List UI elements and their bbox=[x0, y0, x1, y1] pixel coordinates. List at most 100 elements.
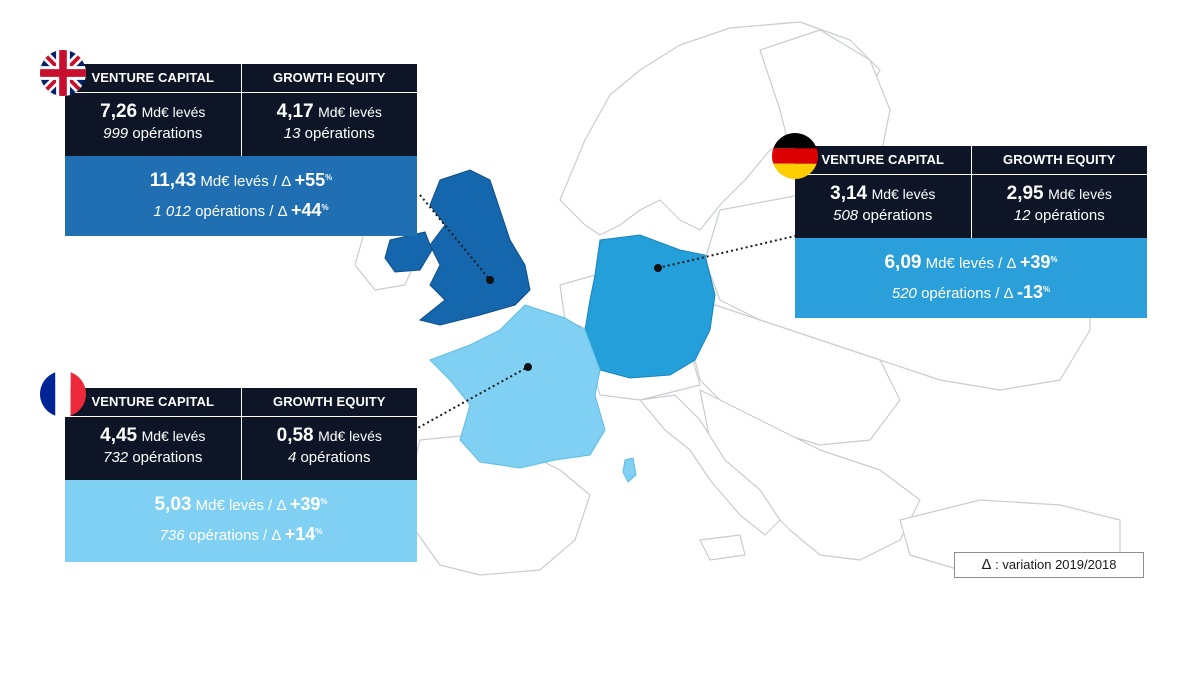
uk-ge-header: GROWTH EQUITY bbox=[241, 64, 417, 93]
fr-detail-block: VENTURE CAPITAL 4,45 Md€ levés 732 opéra… bbox=[65, 388, 417, 480]
delta-symbol: Δ bbox=[981, 556, 992, 573]
fr-ops-delta: +14 bbox=[284, 524, 316, 544]
uk-ops-delta: +44 bbox=[290, 200, 322, 220]
fr-ge-value: 0,58 bbox=[276, 425, 314, 446]
de-total-delta-unit: % bbox=[1050, 255, 1058, 264]
fr-ops-line: 736 opérations / Δ +14% bbox=[65, 516, 417, 545]
corsica-shape bbox=[622, 457, 637, 483]
uk-ge-value: 4,17 bbox=[276, 101, 314, 122]
ireland-shape bbox=[384, 231, 433, 273]
de-ge-ops-count: 12 bbox=[1013, 207, 1031, 224]
de-vc-value: 3,14 bbox=[830, 183, 868, 204]
variation-legend: Δ : variation 2019/2018 bbox=[954, 552, 1144, 578]
fr-vc-column: VENTURE CAPITAL 4,45 Md€ levés 732 opéra… bbox=[65, 388, 241, 480]
germany-flag-icon bbox=[772, 133, 818, 179]
uk-ops-delta-unit: % bbox=[321, 203, 329, 212]
de-vc-ops-unit: opérations bbox=[862, 207, 933, 224]
de-vc-ops-count: 508 bbox=[833, 207, 859, 224]
uk-vc-column: VENTURE CAPITAL 7,26 Md€ levés 999 opéra… bbox=[65, 64, 241, 156]
germany-shape bbox=[584, 234, 716, 379]
fr-ge-column: GROWTH EQUITY 0,58 Md€ levés 4 opération… bbox=[240, 388, 418, 480]
fr-vc-value-line: 4,45 Md€ levés bbox=[65, 417, 241, 448]
uk-ge-column: GROWTH EQUITY 4,17 Md€ levés 13 opératio… bbox=[240, 64, 418, 156]
de-ops-delta: -13 bbox=[1016, 282, 1043, 302]
uk-total-value: 11,43 bbox=[149, 170, 197, 191]
uk-vc-ops-unit: opérations bbox=[132, 125, 203, 142]
uk-vc-ops-count: 999 bbox=[103, 125, 129, 142]
de-total-block: 6,09 Md€ levés / Δ +39% 520 opérations /… bbox=[795, 238, 1147, 318]
de-marker bbox=[654, 264, 662, 272]
uk-total-line: 11,43 Md€ levés / Δ +55% bbox=[65, 156, 417, 192]
de-total-value: 6,09 bbox=[884, 252, 922, 273]
legend-text: : variation 2019/2018 bbox=[991, 557, 1117, 572]
uk-vc-value: 7,26 bbox=[100, 101, 138, 122]
de-vc-ops-line: 508 opérations bbox=[795, 206, 971, 226]
fr-vc-ops-unit: opérations bbox=[132, 449, 203, 466]
uk-vc-ops-line: 999 opérations bbox=[65, 124, 241, 144]
uk-ge-unit: Md€ levés bbox=[318, 104, 382, 120]
uk-ge-ops-line: 13 opérations bbox=[242, 124, 418, 144]
italy-region bbox=[639, 394, 781, 536]
fr-total-block: 5,03 Md€ levés / Δ +39% 736 opérations /… bbox=[65, 480, 417, 562]
uk-marker bbox=[486, 276, 494, 284]
fr-vc-unit: Md€ levés bbox=[141, 428, 206, 444]
fr-marker bbox=[524, 363, 532, 371]
de-ge-ops-unit: opérations bbox=[1034, 207, 1105, 224]
uk-vc-value-line: 7,26 Md€ levés bbox=[65, 93, 241, 124]
fr-ops-total: 736 bbox=[159, 527, 185, 544]
uk-ops-total: 1 012 bbox=[153, 203, 191, 220]
fr-total-delta-unit: % bbox=[320, 497, 328, 506]
uk-shape bbox=[418, 169, 531, 326]
uk-ge-ops-count: 13 bbox=[283, 125, 301, 142]
de-ops-total: 520 bbox=[891, 285, 917, 302]
sicily-region bbox=[699, 534, 746, 561]
uk-ops-line: 1 012 opérations / Δ +44% bbox=[65, 192, 417, 221]
central-europe-region bbox=[689, 299, 901, 446]
uk-detail-block: VENTURE CAPITAL 7,26 Md€ levés 999 opéra… bbox=[65, 64, 417, 156]
fr-total-text: Md€ levés / Δ bbox=[195, 497, 286, 514]
fr-ge-ops-count: 4 bbox=[287, 449, 297, 466]
fr-total-value: 5,03 bbox=[154, 494, 192, 515]
de-ops-text: opérations / Δ bbox=[921, 285, 1013, 302]
de-ge-unit: Md€ levés bbox=[1048, 186, 1112, 202]
fr-ops-text: opérations / Δ bbox=[188, 527, 281, 544]
de-ge-ops-line: 12 opérations bbox=[972, 206, 1148, 226]
uk-total-delta: +55 bbox=[294, 170, 326, 190]
fr-panel: VENTURE CAPITAL 4,45 Md€ levés 732 opéra… bbox=[65, 388, 417, 562]
de-total-delta: +39 bbox=[1019, 252, 1051, 272]
de-vc-unit: Md€ levés bbox=[871, 186, 936, 202]
fr-ge-header: GROWTH EQUITY bbox=[241, 388, 417, 417]
uk-flag-icon bbox=[40, 50, 86, 96]
uk-vc-unit: Md€ levés bbox=[141, 104, 206, 120]
uk-vc-header: VENTURE CAPITAL bbox=[65, 64, 241, 93]
fr-ge-ops-unit: opérations bbox=[300, 449, 371, 466]
de-ge-value: 2,95 bbox=[1006, 183, 1044, 204]
de-ops-line: 520 opérations / Δ -13% bbox=[795, 274, 1147, 303]
uk-total-delta-unit: % bbox=[325, 173, 333, 182]
fr-total-delta: +39 bbox=[289, 494, 321, 514]
fr-vc-ops-count: 732 bbox=[103, 449, 129, 466]
de-leader-line bbox=[657, 235, 796, 269]
de-panel: VENTURE CAPITAL 3,14 Md€ levés 508 opéra… bbox=[795, 146, 1147, 318]
uk-ge-value-line: 4,17 Md€ levés bbox=[242, 93, 418, 124]
fr-ge-unit: Md€ levés bbox=[318, 428, 382, 444]
de-ops-delta-unit: % bbox=[1043, 285, 1051, 294]
fr-vc-header: VENTURE CAPITAL bbox=[65, 388, 241, 417]
uk-leader-line bbox=[419, 194, 491, 281]
fr-total-line: 5,03 Md€ levés / Δ +39% bbox=[65, 480, 417, 516]
uk-ops-text: opérations / Δ bbox=[195, 203, 287, 220]
uk-ge-ops-unit: opérations bbox=[304, 125, 375, 142]
de-detail-block: VENTURE CAPITAL 3,14 Md€ levés 508 opéra… bbox=[795, 146, 1147, 238]
fr-ops-delta-unit: % bbox=[315, 527, 323, 536]
fr-ge-value-line: 0,58 Md€ levés bbox=[242, 417, 418, 448]
france-shape bbox=[429, 304, 606, 469]
de-vc-header: VENTURE CAPITAL bbox=[795, 146, 971, 175]
uk-total-block: 11,43 Md€ levés / Δ +55% 1 012 opération… bbox=[65, 156, 417, 236]
de-vc-value-line: 3,14 Md€ levés bbox=[795, 175, 971, 206]
fr-vc-ops-line: 732 opérations bbox=[65, 448, 241, 468]
fr-vc-value: 4,45 bbox=[100, 425, 138, 446]
de-total-text: Md€ levés / Δ bbox=[925, 255, 1016, 272]
uk-panel: VENTURE CAPITAL 7,26 Md€ levés 999 opéra… bbox=[65, 64, 417, 236]
de-total-line: 6,09 Md€ levés / Δ +39% bbox=[795, 238, 1147, 274]
de-ge-column: GROWTH EQUITY 2,95 Md€ levés 12 opératio… bbox=[970, 146, 1148, 238]
